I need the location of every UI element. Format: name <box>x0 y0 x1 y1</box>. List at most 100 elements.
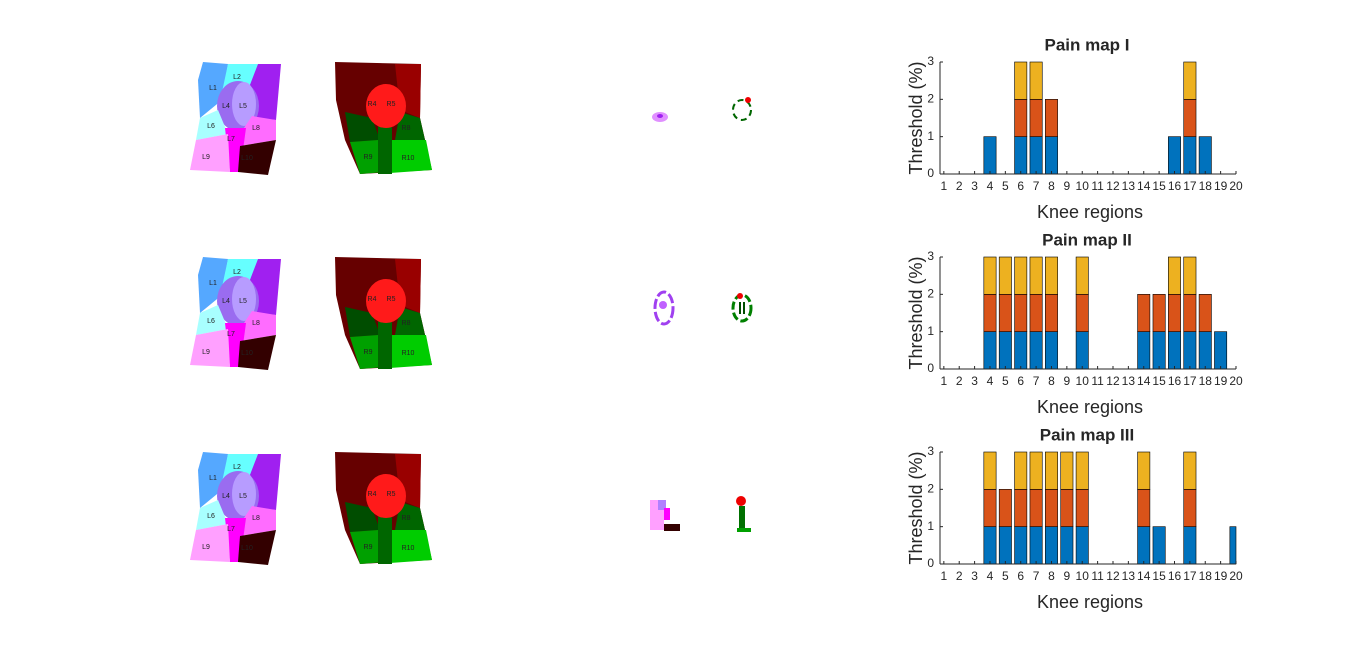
bar-segment <box>1045 331 1058 370</box>
x-tick-label: 3 <box>971 374 978 388</box>
bar-segment <box>1183 99 1197 137</box>
y-axis-label: Threshold (%) <box>906 256 926 369</box>
bar-segment <box>1214 331 1228 370</box>
bar-segment <box>1075 451 1089 490</box>
y-axis-label: Threshold (%) <box>906 61 926 174</box>
x-tick-label: 14 <box>1137 374 1151 388</box>
knee-region-label: L7 <box>227 526 235 533</box>
x-axis-label: Knee regions <box>1037 202 1143 222</box>
y-tick-label: 0 <box>927 556 934 570</box>
bar-segment <box>1029 331 1043 370</box>
x-tick-label: 13 <box>1122 569 1136 583</box>
x-tick-label: 5 <box>1002 179 1009 193</box>
x-tick-label: 2 <box>956 374 963 388</box>
bar-segment <box>1045 136 1058 175</box>
knee-region-label: L1 <box>209 475 217 482</box>
x-tick-label: 19 <box>1214 569 1228 583</box>
x-tick-label: 12 <box>1106 179 1120 193</box>
bar-segment <box>1075 256 1089 295</box>
x-tick-label: 6 <box>1017 374 1024 388</box>
bar-segment <box>1183 489 1197 527</box>
knee-region-label: R8 <box>402 125 411 132</box>
knee-region-label: L5 <box>239 103 247 110</box>
x-tick-label: 10 <box>1076 179 1090 193</box>
x-tick-label: 7 <box>1033 569 1040 583</box>
bar-segment <box>1168 136 1181 175</box>
x-tick-label: 15 <box>1152 179 1166 193</box>
x-tick-label: 15 <box>1152 569 1166 583</box>
bar-segment <box>1137 526 1151 565</box>
bar-segment <box>1014 331 1028 370</box>
knee-region-label: L8 <box>252 515 260 522</box>
knee-region-label: L2 <box>233 269 241 276</box>
bar-segment <box>1014 256 1028 295</box>
bar-segment <box>1045 99 1058 137</box>
bar-segment <box>1045 489 1058 527</box>
bar-segment <box>1152 526 1166 565</box>
knee-region-label: L6 <box>207 318 215 325</box>
x-tick-label: 7 <box>1033 179 1040 193</box>
bar-segment <box>1029 294 1043 332</box>
x-tick-label: 8 <box>1048 179 1055 193</box>
x-tick-label: 16 <box>1168 374 1182 388</box>
bar-segment <box>1137 489 1151 527</box>
knee-region-label: L9 <box>202 154 210 161</box>
bar-segment <box>1029 256 1043 295</box>
bar-segment <box>1014 99 1028 137</box>
bar-segment <box>1198 294 1212 332</box>
x-tick-label: 5 <box>1002 569 1009 583</box>
x-tick-label: 20 <box>1229 179 1243 193</box>
knee-region-label: R5 <box>387 491 396 498</box>
bar-segment <box>1014 489 1028 527</box>
knee-region-label: L4 <box>222 298 230 305</box>
knee-region-label: R4 <box>368 296 377 303</box>
bar-segment <box>998 526 1012 565</box>
x-tick-label: 2 <box>956 569 963 583</box>
x-tick-label: 5 <box>1002 374 1009 388</box>
x-tick-label: 11 <box>1091 374 1104 388</box>
x-axis-label: Knee regions <box>1037 397 1143 417</box>
knee-region-label: L6 <box>207 123 215 130</box>
x-tick-label: 1 <box>941 374 948 388</box>
knee-region-label: R8 <box>402 515 411 522</box>
x-tick-label: 10 <box>1076 374 1090 388</box>
x-tick-label: 14 <box>1137 179 1151 193</box>
x-tick-label: 9 <box>1064 179 1071 193</box>
x-tick-label: 13 <box>1122 374 1136 388</box>
y-tick-label: 0 <box>927 361 934 375</box>
knee-region-label: R9 <box>364 349 373 356</box>
y-tick-label: 2 <box>927 482 934 496</box>
bar-segment <box>1045 256 1058 295</box>
x-tick-label: 17 <box>1183 179 1197 193</box>
bar-segment <box>998 489 1012 527</box>
x-tick-label: 1 <box>941 179 948 193</box>
bar-segment <box>1029 489 1043 527</box>
knee-region-label: L1 <box>209 85 217 92</box>
bar-segment <box>1152 294 1166 332</box>
y-tick-label: 1 <box>927 324 934 338</box>
knee-region-label: L5 <box>239 493 247 500</box>
x-tick-label: 18 <box>1199 179 1213 193</box>
x-tick-label: 15 <box>1152 374 1166 388</box>
bar-segment <box>1168 256 1181 295</box>
knee-region-label: R10 <box>402 350 415 357</box>
bar-segment <box>983 256 997 295</box>
x-tick-label: 4 <box>987 569 994 583</box>
x-tick-label: 4 <box>987 374 994 388</box>
bar-segment <box>1168 331 1181 370</box>
y-tick-label: 3 <box>927 54 934 68</box>
knee-region-label: L7 <box>227 136 235 143</box>
bar-segment <box>1060 489 1074 527</box>
right-knee <box>335 452 432 564</box>
x-tick-label: 20 <box>1229 569 1243 583</box>
x-tick-label: 18 <box>1199 374 1213 388</box>
x-tick-label: 14 <box>1137 569 1151 583</box>
knee-region-label: L4 <box>222 493 230 500</box>
bar-segment <box>1029 61 1043 100</box>
knee-region-label: L4 <box>222 103 230 110</box>
x-tick-label: 8 <box>1048 569 1055 583</box>
y-tick-label: 1 <box>927 519 934 533</box>
bar-segment <box>1029 136 1043 175</box>
